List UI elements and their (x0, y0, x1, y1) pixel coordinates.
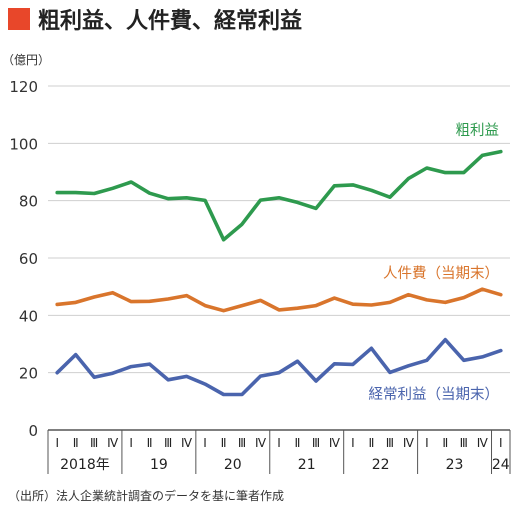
x-tick-label: Ⅲ (312, 436, 320, 450)
source-note: （出所）法人企業統計調査のデータを基に筆者作成 (8, 488, 284, 503)
x-tick-label: Ⅱ (147, 436, 153, 450)
year-label: 20 (224, 457, 242, 473)
series-label: 経常利益（当期末） (369, 386, 500, 403)
series-label: 人件費（当期末） (383, 265, 499, 282)
year-label: 22 (372, 457, 390, 473)
series-line (55, 287, 503, 313)
y-axis-ticks: 0 20 40 60 80 100 120 (9, 78, 38, 440)
grid-layer (48, 85, 510, 431)
x-tick-label: Ⅲ (238, 436, 246, 450)
series-label: 粗利益 (456, 122, 500, 139)
y-tick-label: 0 (28, 422, 38, 440)
x-tick-label: Ⅰ (277, 436, 281, 450)
y-tick-label: 40 (19, 307, 38, 325)
year-label: 2018年 (60, 457, 110, 473)
x-tick-label: Ⅳ (107, 436, 118, 450)
x-tick-label: Ⅰ (203, 436, 207, 450)
x-tick-label: Ⅱ (221, 436, 227, 450)
x-tick-label: Ⅱ (368, 436, 374, 450)
x-tick-label: Ⅳ (181, 436, 192, 450)
x-tick-label: Ⅰ (129, 436, 133, 450)
chart-title: 粗利益、人件費、経常利益 (38, 8, 302, 34)
x-tick-label: Ⅳ (329, 436, 340, 450)
year-label: 19 (150, 457, 168, 473)
x-tick-label: Ⅲ (90, 436, 98, 450)
year-label: 21 (298, 457, 316, 473)
series-layer (55, 149, 503, 397)
x-tick-label: Ⅱ (295, 436, 301, 450)
y-tick-label: 120 (9, 78, 38, 96)
x-tick-label: Ⅲ (460, 436, 468, 450)
x-tick-label: Ⅳ (255, 436, 266, 450)
x-tick-label: Ⅰ (499, 436, 503, 450)
x-tick-label: Ⅳ (403, 436, 414, 450)
y-tick-label: 100 (9, 135, 38, 153)
x-tick-label: Ⅰ (351, 436, 355, 450)
year-label: 23 (446, 457, 464, 473)
series-line (55, 149, 503, 242)
x-tick-label: Ⅰ (425, 436, 429, 450)
y-tick-label: 20 (19, 365, 38, 383)
y-tick-label: 80 (19, 193, 38, 211)
x-tick-label: Ⅱ (73, 436, 79, 450)
year-label: 24 (492, 457, 510, 473)
unit-label: （億円） (2, 53, 50, 67)
x-tick-label: Ⅲ (386, 436, 394, 450)
x-tick-label: Ⅲ (164, 436, 172, 450)
x-tick-label: Ⅳ (477, 436, 488, 450)
y-tick-label: 60 (19, 250, 38, 268)
title-marker (8, 8, 30, 30)
x-tick-label: Ⅱ (442, 436, 448, 450)
series-line (55, 337, 503, 397)
x-tick-label: Ⅰ (55, 436, 59, 450)
